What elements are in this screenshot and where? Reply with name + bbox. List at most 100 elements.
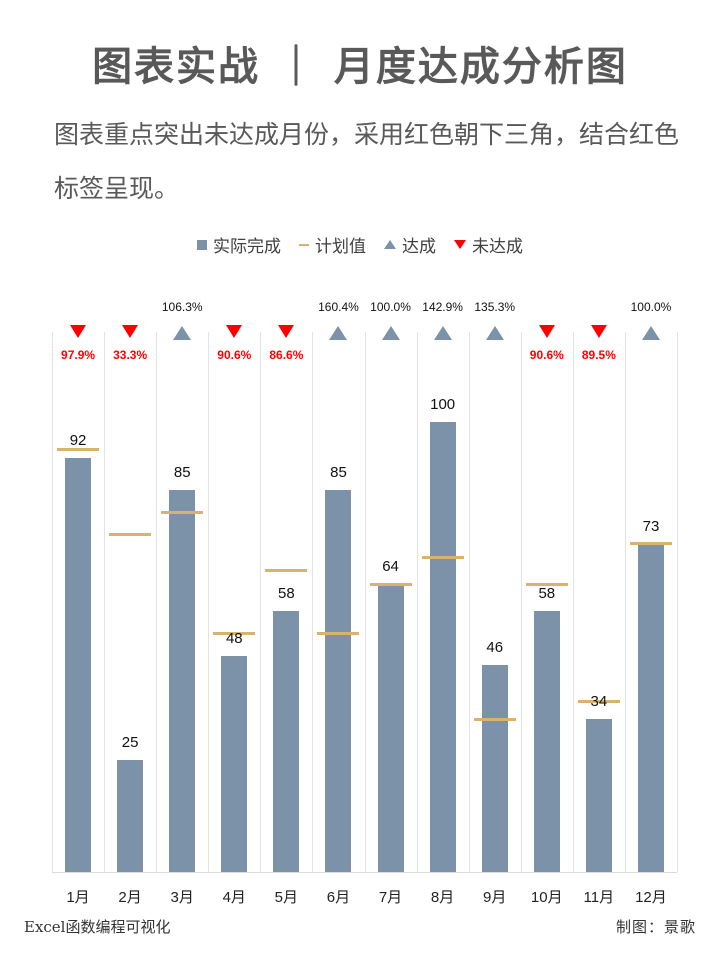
square-icon	[197, 239, 207, 250]
achievement-rate-label: 135.3%	[474, 300, 516, 314]
category-gridline	[312, 332, 314, 872]
triangle-down-icon	[538, 325, 555, 338]
value-label: 73	[642, 517, 660, 535]
target-marker	[265, 569, 308, 572]
category-gridline	[624, 332, 626, 872]
chart-legend: 实际完成 计划值 达成 未达成	[0, 232, 720, 257]
triangle-up-icon	[381, 326, 400, 340]
value-label: 92	[69, 432, 87, 449]
category-gridline	[208, 332, 210, 872]
category-gridline	[416, 332, 418, 872]
value-label: 25	[121, 733, 139, 751]
target-marker	[317, 632, 360, 635]
page-subtitle: 图表重点突出未达成月份，采用红色朝下三角，结合红色标签呈现。	[54, 120, 680, 203]
value-label: 46	[486, 639, 504, 656]
achievement-rate-label-miss: 90.6%	[529, 348, 564, 362]
achievement-rate-label: 100.0%	[630, 300, 672, 314]
target-marker	[629, 542, 672, 545]
x-tick-label: 1月	[66, 889, 90, 906]
target-marker	[473, 717, 516, 721]
achievement-rate-label: 142.9%	[422, 300, 463, 314]
x-tick-label: 11月	[583, 889, 615, 906]
category-gridline	[104, 332, 106, 872]
x-tick-label: 9月	[482, 889, 507, 906]
achievement-rate-label-miss: 86.6%	[269, 348, 304, 362]
triangle-up-icon	[485, 326, 504, 340]
value-label: 85	[173, 463, 191, 481]
legend-label-target: 计划值	[315, 237, 366, 257]
achievement-rate-label: 100.0%	[370, 300, 411, 314]
achievement-rate-label: 160.4%	[318, 300, 359, 314]
target-marker	[421, 555, 464, 559]
value-label: 64	[382, 558, 399, 575]
achievement-rate-label-miss: 97.9%	[61, 348, 96, 362]
achievement-rate-label: 106.3%	[161, 300, 203, 314]
achievement-rate-label-miss: 89.5%	[581, 348, 616, 362]
legend-item-target: 计划值	[299, 232, 366, 257]
triangle-up-icon	[384, 240, 396, 249]
category-gridline	[52, 332, 53, 872]
target-marker	[57, 447, 100, 451]
x-axis-line	[52, 872, 677, 873]
x-tick-label: 7月	[378, 889, 403, 906]
value-label: 58	[278, 585, 295, 602]
x-tick-label: 6月	[326, 889, 351, 906]
target-marker	[577, 699, 620, 703]
triangle-down-icon	[454, 240, 466, 249]
target-marker	[213, 632, 256, 635]
footer-author: 制图：景歌	[615, 918, 696, 936]
category-gridline	[572, 332, 574, 872]
target-marker	[525, 582, 568, 586]
target-marker	[109, 533, 152, 536]
bar-actual	[481, 665, 508, 872]
legend-label-hit: 达成	[402, 237, 436, 257]
category-gridline	[520, 332, 522, 872]
target-marker	[369, 582, 412, 586]
category-gridline	[364, 332, 366, 872]
x-tick-label: 10月	[530, 889, 563, 906]
value-label: 100	[430, 396, 456, 413]
achievement-rate-label-miss: 90.6%	[217, 348, 252, 362]
x-tick-label: 4月	[222, 889, 246, 906]
triangle-up-icon	[173, 326, 192, 340]
target-marker	[161, 510, 204, 514]
bar-actual	[377, 584, 404, 872]
triangle-down-icon	[590, 325, 607, 338]
triangle-up-icon	[329, 326, 348, 340]
legend-item-hit: 达成	[384, 232, 436, 257]
triangle-down-icon	[278, 325, 295, 338]
footer-source: Excel函数编程可视化	[24, 918, 171, 936]
x-tick-label: 12月	[635, 889, 667, 906]
triangle-up-icon	[433, 326, 452, 340]
x-tick-label: 2月	[118, 889, 142, 906]
bar-actual	[533, 611, 560, 872]
value-label: 34	[590, 693, 608, 710]
triangle-down-icon	[226, 325, 243, 338]
bar-actual	[65, 458, 92, 872]
bar-actual	[273, 611, 300, 872]
achievement-rate-label-miss: 33.3%	[113, 348, 148, 362]
legend-item-miss: 未达成	[454, 232, 523, 257]
bar-actual	[325, 489, 352, 872]
legend-label-actual: 实际完成	[213, 237, 281, 257]
x-tick-label: 8月	[430, 889, 455, 906]
bar-actual	[429, 422, 456, 872]
legend-item-actual: 实际完成	[197, 232, 281, 257]
triangle-down-icon	[122, 325, 139, 338]
bar-actual	[117, 759, 144, 872]
bar-actual	[585, 719, 612, 872]
value-label: 48	[225, 630, 243, 647]
category-gridline	[260, 332, 262, 872]
triangle-up-icon	[641, 326, 660, 340]
triangle-down-icon	[70, 325, 87, 338]
page-title: 图表实战 ｜ 月度达成分析图	[92, 44, 628, 90]
x-tick-label: 5月	[274, 889, 298, 906]
bar-actual	[637, 543, 664, 872]
x-tick-label: 3月	[170, 889, 194, 906]
line-icon	[299, 243, 309, 246]
legend-label-miss: 未达成	[472, 237, 523, 257]
bar-actual	[221, 656, 248, 872]
category-gridline	[677, 332, 678, 872]
value-label: 85	[330, 463, 347, 481]
